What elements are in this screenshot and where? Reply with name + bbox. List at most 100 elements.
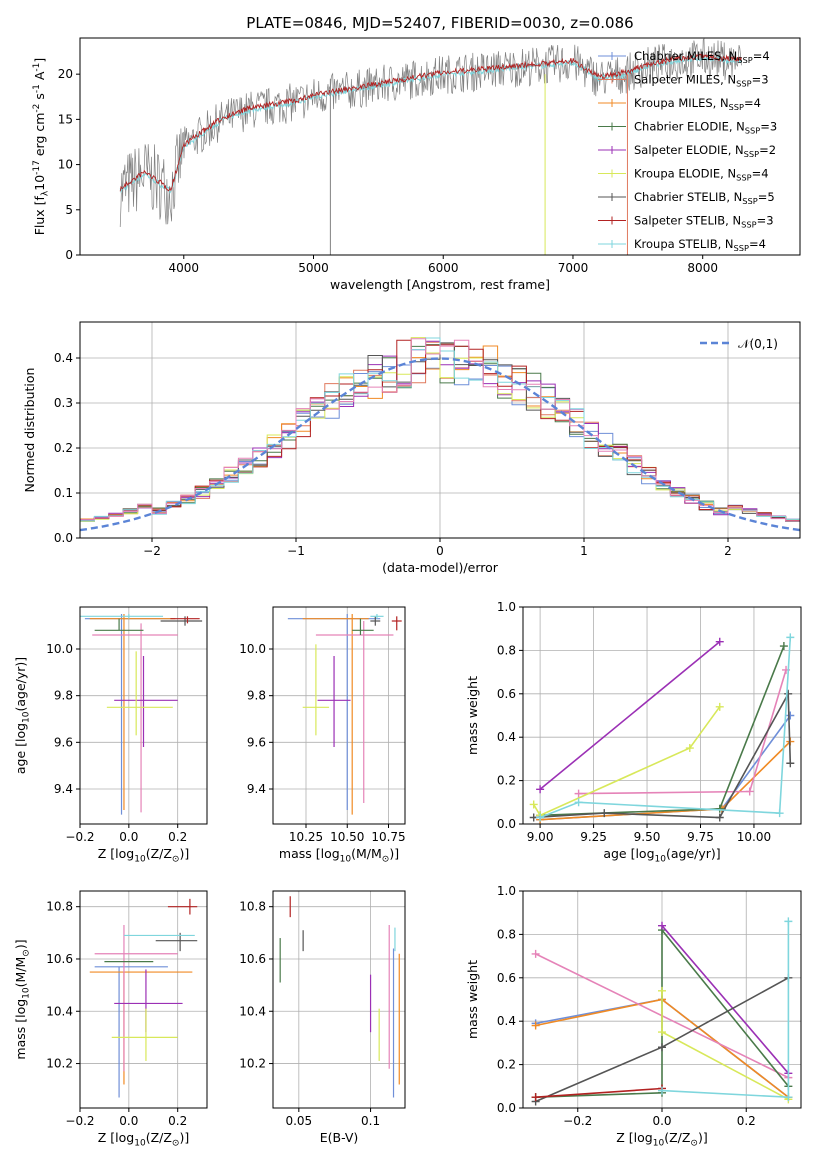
x-axis-label: age [log10​(age/yr)] [603,846,720,865]
weight-marker [715,813,724,822]
panel-age-vs-mass: 10.25 10.50 10.75 9.4 9.6 9.8 10.0 mass [log10​… [239,606,406,865]
axes-frame [272,606,406,825]
y-axis-label: Normed distribution [22,368,37,493]
x-tick-label: 10.25 [289,830,323,844]
weight-marker [658,1043,666,1052]
weight-marker [574,789,583,798]
panel-residuals: −2 −1 0 1 2 0.0 0.1 0.2 0.3 0.4 (data-model)/error… [22,321,801,575]
x-axis-label: wavelength [Angstrom, rest frame] [330,277,550,292]
weight-marker [658,1028,666,1037]
x-axis-label: (data-model)/error [382,560,499,575]
weight-marker [784,917,793,926]
weight-line [539,641,721,790]
y-tick-label: 0.1 [54,486,73,500]
panel-weight-vs-Z: −0.2 0.0 0.2 0.0 0.2 0.4 0.6 0.8 1.0 Z [log10​(Z/… [465,884,802,1149]
weight-line [540,645,785,817]
legend-label: Kroupa STELIB, NSSP​=4 [634,237,766,253]
plot-area [529,633,795,824]
weight-line [535,1087,663,1098]
x-tick-label: 9.75 [687,830,714,844]
x-tick-label: 5000 [298,261,329,275]
axes-frame [522,606,802,825]
plot-area [89,898,198,1098]
y-tick-label: 0.3 [54,396,73,410]
weight-marker [786,711,795,720]
legend-label: Chabrier ELODIE, NSSP​=3 [634,120,777,136]
x-tick-label: 0.2 [168,830,187,844]
x-tick-label: −0.2 [65,1114,94,1128]
spectrum-legend: Chabrier MILES, NSSP​=4 Salpeter MILES, N… [598,49,777,253]
weight-marker [658,986,666,995]
weight-line [533,706,721,817]
y-tick-label: 10.2 [239,1057,266,1071]
y-tick-label: 10.0 [46,642,73,656]
weight-marker [536,785,545,794]
x-tick-label: 8000 [687,261,718,275]
spectrum-model-line [119,53,742,192]
legend-label: Kroupa ELODIE, NSSP​=4 [634,167,769,183]
x-tick-label: −0.2 [563,1114,592,1128]
weight-line [539,637,792,819]
x-axis-label: mass [log10​(M/M⊙​)] [279,846,399,865]
x-tick-label: 2 [724,544,732,558]
x-tick-label: 0 [436,544,444,558]
y-tick-label: 0.2 [497,1058,516,1072]
weight-marker [531,1021,540,1030]
y-tick-label: 0.8 [497,927,516,941]
y-tick-label: 10.4 [239,1004,266,1018]
x-tick-label: 0.0 [652,1114,671,1128]
axes-frame [79,37,801,256]
legend-normal-label: 𝒩(0,1) [738,337,778,351]
y-tick-label: 10.2 [46,1057,73,1071]
x-tick-label: −2 [143,544,161,558]
legend-label: Chabrier MILES, NSSP​=4 [634,49,770,65]
plot-area [531,917,793,1106]
figure-title: PLATE=0846, MJD=52407, FIBERID=0030, z=0… [246,14,633,32]
weight-marker [658,1086,666,1095]
plot-area [287,614,402,815]
weight-marker [745,787,754,796]
y-tick-label: 10.6 [239,952,266,966]
x-tick-label: 10.00 [737,830,771,844]
y-tick-label: 20 [58,67,73,81]
x-tick-label: 0.0 [119,1114,138,1128]
weight-marker [775,809,784,818]
panel-age-vs-Z: −0.2 0.0 0.2 9.4 9.6 9.8 10.0 Z [log10​(Z/Z⊙​)]… [13,606,208,865]
x-tick-label: 0.2 [168,1114,187,1128]
y-tick-label: 10.4 [46,1004,73,1018]
weight-marker [574,798,583,807]
x-tick-label: 0.1 [361,1114,380,1128]
y-tick-label: 0.4 [497,1014,516,1028]
x-axis-label: Z [log10​(Z/Z⊙​)] [98,1130,189,1149]
weight-marker [531,949,540,958]
normal-curve [80,357,800,532]
x-tick-label: 0.05 [285,1114,312,1128]
weight-line [533,690,792,819]
panel-spectrum: 4000 5000 6000 7000 8000 0 5 10 15 20 wavelength [… [32,37,801,292]
x-axis-label: Z [log10​(Z/Z⊙​)] [616,1130,707,1149]
y-tick-label: 9.4 [54,782,73,796]
x-tick-label: 10.75 [371,830,405,844]
weight-marker [779,642,788,651]
spectrum-model-line [119,55,742,194]
y-axis-label: Flux [fλ​10-17​ erg cm-2​ s-1​ A-1​] [32,58,51,236]
y-axis-label: mass [log10​(M/M⊙​)] [13,939,32,1059]
y-tick-label: 0 [65,248,73,262]
plot-area [80,337,800,532]
y-tick-label: 1.0 [497,884,516,898]
y-tick-label: 9.4 [247,782,266,796]
y-tick-label: 1.0 [497,600,516,614]
y-tick-label: 0.0 [497,817,516,831]
axes-frame [79,606,208,825]
weight-marker [685,744,694,753]
panel-mass-vs-Z: −0.2 0.0 0.2 10.2 10.4 10.6 10.8 Z [log10​(Z/Z⊙… [13,890,208,1149]
x-tick-label: 7000 [558,261,589,275]
x-axis-label: E(B-V) [320,1130,359,1145]
y-tick-label: 10.6 [46,952,73,966]
y-tick-label: 0.0 [497,1101,516,1115]
weight-line [540,715,791,821]
y-tick-label: 10 [58,158,73,172]
legend-label: Salpeter ELODIE, NSSP​=2 [634,143,776,159]
y-tick-label: 5 [65,203,73,217]
